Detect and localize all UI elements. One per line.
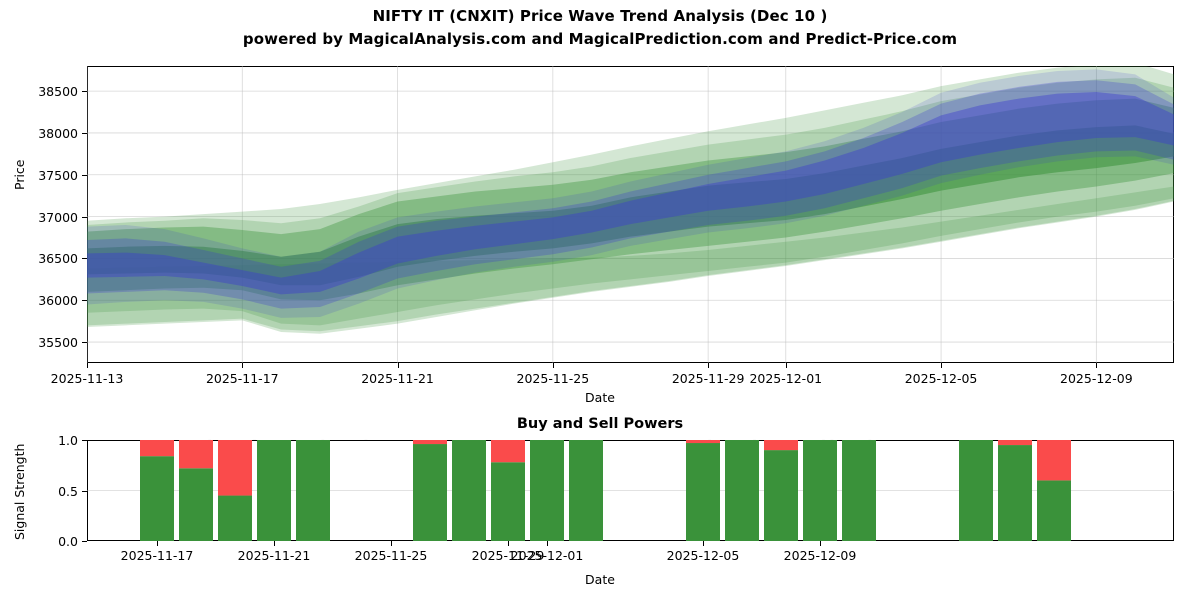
buy-power-bar — [725, 440, 759, 541]
price-y-tick: 37500 — [38, 167, 78, 183]
buy-power-bar — [686, 443, 720, 541]
buy-power-bar — [140, 456, 174, 541]
sell-power-bar — [491, 440, 525, 463]
price-x-tick-mark — [552, 363, 554, 368]
signal-x-tick: 2025-12-05 — [666, 548, 740, 563]
price-y-axis-label: Price — [12, 159, 27, 191]
page-title: NIFTY IT (CNXIT) Price Wave Trend Analys… — [372, 7, 828, 25]
buy-power-bar — [1037, 480, 1071, 541]
sell-power-bar — [686, 440, 720, 444]
buy-power-bar — [452, 440, 486, 541]
price-x-tick-mark — [397, 363, 399, 368]
price-y-tick-mark — [82, 216, 87, 218]
price-y-tick: 36000 — [38, 293, 78, 309]
sell-power-bar — [413, 440, 447, 445]
buy-power-bar — [413, 444, 447, 541]
price-band-blue-mid-band — [87, 80, 1174, 309]
buy-power-bar — [803, 440, 837, 541]
price-y-tick-mark — [82, 91, 87, 93]
price-x-tick: 2025-11-29 — [671, 371, 745, 386]
signal-y-axis-label: Signal Strength — [12, 443, 27, 540]
buy-power-bar — [218, 495, 252, 541]
price-x-tick: 2025-12-09 — [1060, 371, 1133, 386]
sell-power-bar — [140, 440, 174, 457]
sell-power-bar — [764, 440, 798, 451]
price-x-tick: 2025-11-21 — [361, 371, 434, 386]
price-band-green-lower-detached-band — [87, 186, 1174, 332]
sell-power-bar — [1037, 440, 1071, 481]
buy-power-bar — [179, 468, 213, 541]
price-y-tick-mark — [82, 174, 87, 176]
buy-power-bar — [257, 440, 291, 541]
signal-x-tick-mark — [274, 541, 275, 546]
price-y-tick: 35500 — [38, 335, 78, 351]
price-y-tick: 38500 — [38, 84, 78, 100]
buy-power-bar — [959, 440, 993, 541]
signal-y-tick-mark — [82, 440, 87, 441]
price-y-tick: 37000 — [38, 209, 78, 225]
price-x-tick-mark — [242, 363, 244, 368]
signal-y-tick: 1.0 — [58, 433, 78, 448]
buy-power-bar — [296, 440, 330, 541]
price-band-blue-core-band — [87, 91, 1174, 295]
signal-x-tick: 2025-12-09 — [783, 548, 857, 563]
signal-x-tick-mark — [508, 541, 509, 546]
signal-x-tick-mark — [547, 541, 548, 546]
buy-power-bar — [998, 445, 1032, 541]
signal-x-tick: 2025-11-29 — [471, 548, 545, 563]
buy-power-bar — [491, 462, 525, 541]
signal-y-tick-mark — [82, 541, 87, 542]
price-x-axis-label: Date — [585, 390, 615, 405]
buy-power-bar — [569, 440, 603, 541]
buy-sell-powers-chart — [87, 440, 1174, 541]
signal-x-axis-label: Date — [585, 572, 615, 587]
signal-bars — [87, 440, 1174, 541]
buy-power-bar — [530, 440, 564, 541]
price-x-tick: 2025-11-25 — [516, 371, 590, 386]
signal-x-tick: 2025-12-01 — [510, 548, 584, 563]
price-x-tick: 2025-12-01 — [749, 371, 823, 386]
signal-y-tick-mark — [82, 490, 87, 492]
price-wave-bands — [87, 66, 1174, 363]
page-subtitle: powered by MagicalAnalysis.com and Magic… — [242, 30, 958, 48]
price-x-tick-mark — [1096, 363, 1098, 368]
price-band-green-core-band — [87, 125, 1174, 286]
price-x-tick: 2025-11-13 — [50, 371, 124, 386]
signal-x-tick: 2025-11-21 — [237, 548, 311, 563]
signal-x-tick-mark — [820, 541, 821, 546]
buy-power-bar — [764, 450, 798, 541]
sell-power-bar — [998, 440, 1032, 446]
price-y-tick-mark — [82, 132, 87, 134]
price-x-tick-mark — [785, 363, 787, 368]
price-y-tick: 36500 — [38, 251, 78, 267]
price-x-tick-mark — [87, 363, 88, 368]
signal-x-tick-mark — [703, 541, 704, 546]
signal-x-tick: 2025-11-25 — [354, 548, 428, 563]
price-y-tick: 38000 — [38, 125, 78, 141]
price-y-tick-mark — [82, 300, 87, 302]
price-x-tick-mark — [941, 363, 943, 368]
signal-y-tick: 0.5 — [58, 483, 78, 499]
buy-power-bar — [842, 440, 876, 541]
price-wave-chart — [87, 66, 1174, 363]
sell-power-bar — [218, 440, 252, 496]
signal-x-tick-mark — [157, 541, 158, 546]
price-band-blue-outer-band — [87, 69, 1174, 318]
price-y-tick-mark — [82, 258, 87, 260]
signal-y-tick: 0.0 — [58, 534, 78, 549]
signal-x-tick-mark — [391, 541, 392, 546]
price-x-tick-mark — [708, 363, 710, 368]
price-x-tick: 2025-11-17 — [205, 371, 279, 386]
price-y-tick-mark — [82, 342, 87, 344]
signal-x-tick: 2025-11-17 — [120, 548, 194, 563]
price-x-tick: 2025-12-05 — [904, 371, 978, 386]
signal-chart-title: Buy and Sell Powers — [516, 416, 684, 432]
sell-power-bar — [179, 440, 213, 469]
